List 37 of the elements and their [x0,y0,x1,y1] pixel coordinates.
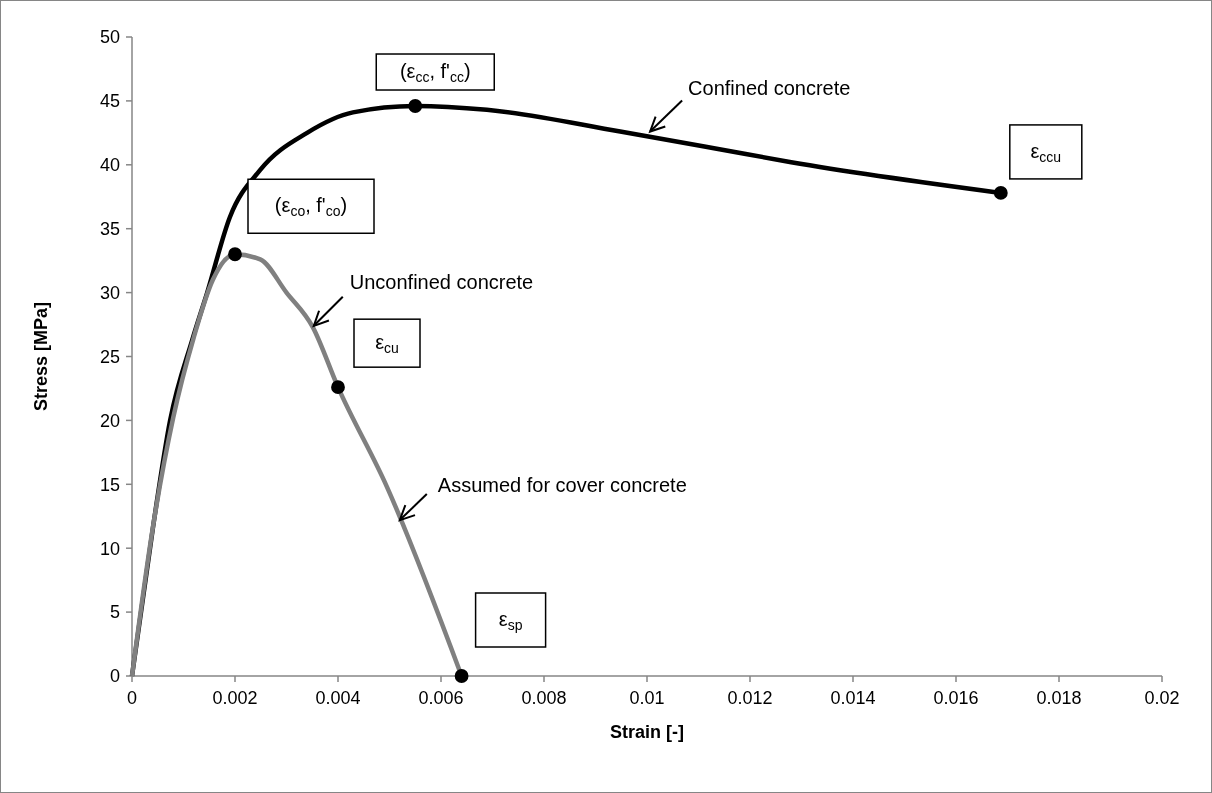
x-tick-label: 0.008 [521,688,567,708]
x-tick-label: 0.002 [212,688,258,708]
point [454,669,469,683]
y-tick-label: 30 [99,282,120,303]
x-tick-label: 0.006 [418,688,464,708]
x-tick-label: 0.016 [933,688,979,708]
y-tick-label: 10 [99,538,120,559]
point [408,99,423,113]
annotation: ε$_{ccu}$ [1030,139,1062,166]
y-tick-label: 15 [99,474,120,495]
annotation: ε$_{cu}$ [375,331,399,357]
x-tick-label: 0 [126,688,138,708]
y-axis-title: Stress [MPa] [31,301,51,412]
y-tick-label: 5 [109,602,120,623]
point [993,186,1008,200]
y-tick-label: 0 [109,666,120,687]
x-tick-label: 0.02 [1144,688,1180,708]
y-tick-label: 40 [99,155,120,176]
y-tick-label: 35 [99,219,120,239]
x-tick-label: 0.014 [830,688,876,708]
annotation: ε$_{sp}$ [498,608,523,634]
y-tick-label: 25 [99,346,120,367]
annotation: (ε$_{cc}$, f'$_{cc}$) [399,60,471,86]
annotation: Confined concrete [688,76,851,99]
x-tick-label: 0.012 [727,688,773,708]
y-tick-label: 45 [99,91,120,112]
annotation: Unconfined concrete [349,270,534,293]
x-tick-label: 0.018 [1036,688,1082,708]
point [331,380,345,395]
x-tick-label: 0.004 [315,688,361,708]
annotation: (ε$_{co}$, f'$_{co}$) [274,194,348,220]
x-tick-label: 0.01 [629,688,665,708]
y-tick-label: 50 [99,27,120,48]
x-axis-title: Strain [-] [610,722,684,742]
y-tick-label: 20 [99,410,120,431]
annotation: Assumed for cover concrete [437,474,687,497]
point [228,247,242,262]
